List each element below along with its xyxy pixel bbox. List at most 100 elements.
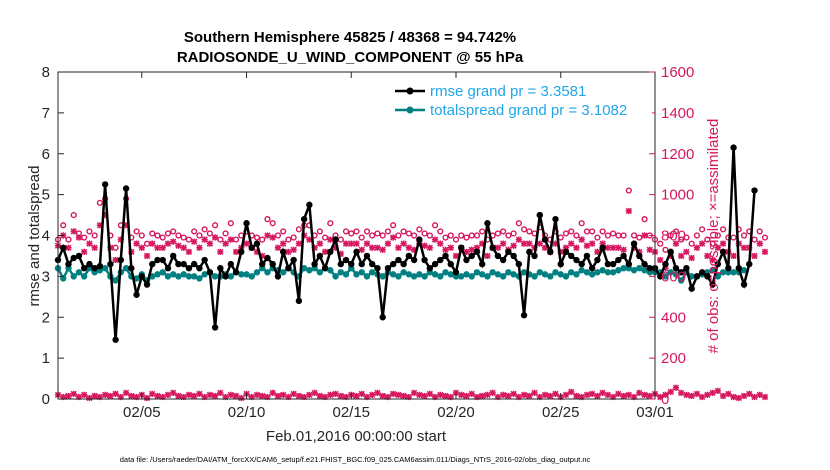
possible-marker bbox=[714, 232, 721, 239]
totalspread-point bbox=[101, 265, 109, 272]
assimilated-marker bbox=[159, 244, 166, 251]
rmse-point bbox=[143, 281, 151, 288]
totalspread-point bbox=[499, 273, 507, 280]
possible-marker bbox=[60, 222, 67, 229]
possible-marker bbox=[699, 226, 706, 233]
possible-marker bbox=[358, 234, 365, 241]
rmse-point bbox=[400, 260, 407, 268]
assimilated-marker bbox=[348, 240, 355, 247]
assimilated-bottom-marker bbox=[552, 390, 559, 398]
assimilated-marker bbox=[405, 244, 412, 251]
rmse-point bbox=[60, 244, 67, 251]
possible-marker bbox=[625, 187, 632, 194]
rmse-point bbox=[615, 256, 622, 264]
possible-marker bbox=[133, 228, 140, 235]
assimilated-bottom-marker bbox=[154, 392, 161, 400]
assimilated-marker bbox=[699, 240, 706, 247]
series-rmse bbox=[54, 144, 758, 343]
assimilated-bottom-marker bbox=[583, 391, 591, 399]
rmse-point bbox=[190, 260, 198, 268]
assimilated-bottom-marker bbox=[112, 390, 119, 398]
rmse-point bbox=[725, 265, 732, 272]
assimilated-marker bbox=[363, 240, 371, 247]
possible-marker bbox=[290, 234, 297, 241]
totalspread-point bbox=[159, 269, 166, 276]
totalspread-point bbox=[431, 271, 439, 278]
assimilated-bottom-marker bbox=[693, 390, 701, 398]
totalspread-point bbox=[594, 269, 601, 276]
rmse-point bbox=[217, 265, 224, 272]
assimilated-bottom-marker bbox=[756, 391, 763, 399]
assimilated-bottom-marker bbox=[363, 393, 371, 401]
totalspread-point bbox=[662, 273, 669, 280]
assimilated-bottom-marker bbox=[442, 392, 449, 400]
totalspread-point bbox=[363, 273, 371, 280]
possible-marker bbox=[154, 232, 161, 239]
assimilated-marker bbox=[730, 252, 737, 260]
possible-marker bbox=[65, 236, 72, 243]
assimilated-bottom-marker bbox=[683, 391, 690, 399]
rmse-point bbox=[698, 269, 706, 276]
assimilated-marker bbox=[479, 240, 486, 247]
possible-marker bbox=[369, 232, 376, 239]
assimilated-bottom-marker bbox=[578, 393, 585, 401]
totalspread-point bbox=[133, 275, 140, 282]
rmse-point bbox=[353, 248, 360, 256]
assimilated-bottom-marker bbox=[657, 393, 664, 401]
possible-marker bbox=[463, 234, 470, 241]
assimilated-bottom-marker bbox=[437, 391, 444, 399]
totalspread-point bbox=[238, 271, 245, 278]
y2-tick-label: 200 bbox=[661, 350, 686, 367]
totalspread-point bbox=[185, 273, 193, 280]
totalspread-point bbox=[332, 273, 339, 280]
chart-subtitle: RADIOSONDE_U_WIND_COMPONENT @ 55 hPa bbox=[177, 49, 524, 66]
possible-marker bbox=[520, 226, 528, 233]
possible-marker bbox=[688, 240, 695, 247]
assimilated-bottom-marker bbox=[185, 391, 193, 399]
assimilated-marker bbox=[761, 248, 769, 255]
assimilated-bottom-marker bbox=[547, 392, 554, 400]
rmse-point bbox=[541, 236, 549, 243]
y-tick-label: 6 bbox=[42, 146, 50, 163]
possible-marker bbox=[253, 234, 261, 241]
rmse-point bbox=[358, 260, 365, 268]
possible-marker bbox=[421, 230, 428, 237]
rmse-point bbox=[515, 260, 523, 268]
assimilated-bottom-marker bbox=[510, 390, 517, 398]
assimilated-marker bbox=[604, 244, 611, 251]
x-tick-label: 02/10 bbox=[228, 404, 266, 421]
rmse-point bbox=[243, 220, 250, 227]
rmse-point bbox=[421, 256, 428, 264]
assimilated-bottom-marker bbox=[719, 392, 727, 400]
possible-marker bbox=[452, 236, 460, 243]
rmse-point bbox=[96, 262, 104, 270]
assimilated-bottom-marker bbox=[500, 391, 507, 399]
assimilated-marker bbox=[154, 244, 161, 251]
possible-marker bbox=[667, 232, 674, 239]
assimilated-bottom-marker bbox=[232, 392, 240, 400]
possible-marker bbox=[437, 228, 444, 235]
assimilated-marker bbox=[316, 240, 323, 247]
totalspread-point bbox=[578, 267, 585, 274]
assimilated-marker bbox=[683, 248, 690, 255]
assimilated-bottom-marker bbox=[264, 393, 271, 401]
assimilated-marker bbox=[175, 242, 182, 249]
totalspread-point bbox=[180, 271, 187, 278]
assimilated-bottom-marker bbox=[96, 393, 104, 401]
assimilated-marker bbox=[164, 240, 172, 247]
rmse-point bbox=[227, 260, 235, 268]
totalspread-point bbox=[615, 267, 622, 274]
assimilated-marker bbox=[185, 248, 193, 255]
assimilated-bottom-marker bbox=[316, 392, 323, 400]
y-axis-label: rmse and totalspread bbox=[26, 166, 43, 307]
assimilated-marker bbox=[719, 240, 727, 247]
totalspread-point bbox=[211, 273, 219, 280]
assimilated-marker bbox=[442, 246, 449, 253]
assimilated-bottom-marker bbox=[599, 389, 606, 396]
rmse-point bbox=[122, 185, 130, 192]
assimilated-bottom-marker bbox=[206, 391, 213, 399]
legend: rmse grand pr = 3.3581 totalspread grand… bbox=[390, 78, 652, 120]
rmse-point bbox=[369, 260, 376, 268]
possible-marker bbox=[494, 230, 501, 237]
assimilated-bottom-marker bbox=[180, 393, 187, 401]
